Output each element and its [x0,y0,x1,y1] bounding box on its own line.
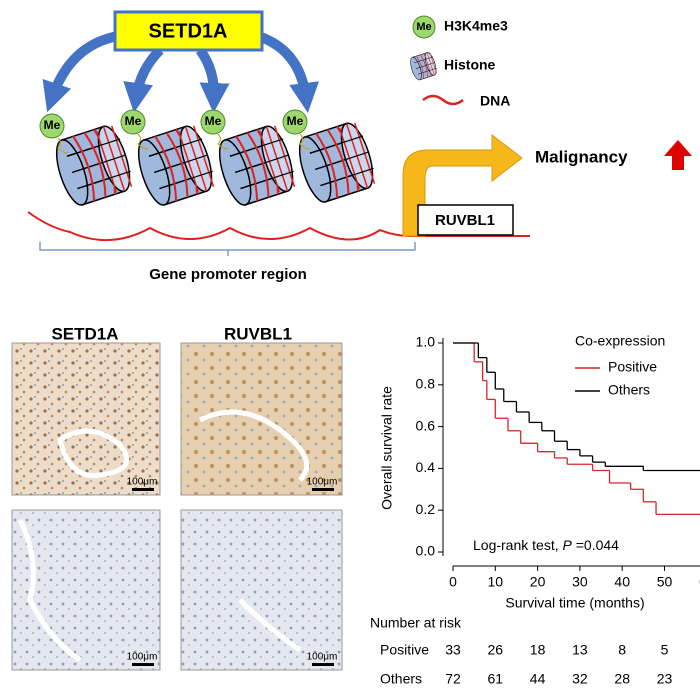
legend-title: Co-expression [575,333,665,349]
risk-count: 28 [614,671,630,687]
me-label: Me [125,114,142,128]
legend-label: DNA [480,93,510,109]
scale-bar-label: 100μm [307,652,338,663]
transcription-arrow [402,133,523,237]
column-label: SETD1A [51,324,118,343]
me-label: Me [287,114,304,128]
arrow [123,46,164,113]
y-tick-label: 0.4 [416,459,436,475]
annotation-text: Log-rank test, [473,537,559,553]
arrow [256,31,320,113]
scale-bar-label: 100μm [127,652,158,663]
x-tick-label: 10 [488,574,504,590]
legend-icon [412,15,436,39]
legend-label: Positive [608,359,657,375]
annotation: Log-rank test, P =0.044 [473,537,619,553]
ihc-image [180,509,343,671]
ihc: SETD1A RUVBL1 100μm 100μm 100μm 100μm [11,324,343,671]
scale-bar [132,663,154,666]
risk-count: 23 [657,671,673,687]
scale-bar-label: 100μm [307,477,338,488]
y-tick-label: 1.0 [416,334,436,350]
column-label: RUVBL1 [224,324,292,343]
ihc-image [11,342,161,496]
x-axis-label: Survival time (months) [505,595,644,611]
x-tick-label: 20 [530,574,546,590]
diagram: SETD1A Me Me Me Me Gene promoter region … [27,10,692,283]
risk-row-label: Others [380,671,422,687]
risk-count: 33 [445,642,461,658]
risk-title: Number at risk [370,615,462,631]
km-chart: Overall survival rate Survival time (mon… [370,333,700,687]
risk-count: 32 [572,671,588,687]
risk-count: 26 [488,642,504,658]
tissue-lumen [17,428,130,663]
nucleosome [292,118,380,207]
risk-count: 18 [530,642,546,658]
scale-bar [132,488,154,491]
scale-bar-label: 100μm [127,477,158,488]
risk-count: 72 [445,671,461,687]
me-label: Me [44,118,61,132]
legend-label: Histone [444,57,496,73]
ihc-image [11,509,161,671]
x-tick-label: 50 [657,574,673,590]
risk-count: 44 [530,671,546,687]
risk-count: 13 [572,642,588,658]
legend-icon [422,94,464,106]
nucleosome [131,121,219,210]
dna [27,211,530,241]
y-tick-label: 0.0 [416,543,436,559]
enzyme-label: SETD1A [149,20,228,42]
me-label: Me [416,21,431,33]
x-tick-label: 0 [449,574,457,590]
enzyme-box [113,10,264,52]
y-tick-label: 0.2 [416,501,436,517]
y-tick-label: 0.6 [416,417,436,433]
y-tick-label: 0.8 [416,376,436,392]
me-label: Me [205,114,222,128]
methyl-marks: Me Me Me Me [39,109,311,154]
scale-bar [312,488,334,491]
annotation-text: P [563,537,573,553]
scale-bar [312,663,334,666]
legend-label: Others [608,382,650,398]
risk-count: 8 [618,642,626,658]
outcome-label: Malignancy [535,147,628,166]
x-tick-label: 30 [572,574,588,590]
nucleosome [49,121,137,210]
bracket [39,242,416,256]
nucleosome [212,121,300,210]
up-arrow [664,140,692,170]
y-axis-label: Overall survival rate [379,386,395,510]
arrow [42,31,120,113]
region-label: Gene promoter region [149,266,307,283]
risk-row-label: Positive [380,642,429,658]
annotation-text: =0.044 [576,537,619,553]
legend-icon [407,50,439,82]
x-tick-label: 40 [614,574,630,590]
tissue-lumen [198,409,310,653]
arrow [195,47,230,113]
gene-label: RUVBL1 [435,212,495,229]
legend-label: H3K4me3 [444,18,508,34]
gene-box [417,204,514,236]
risk-count: 5 [661,642,669,658]
risk-count: 61 [488,671,504,687]
